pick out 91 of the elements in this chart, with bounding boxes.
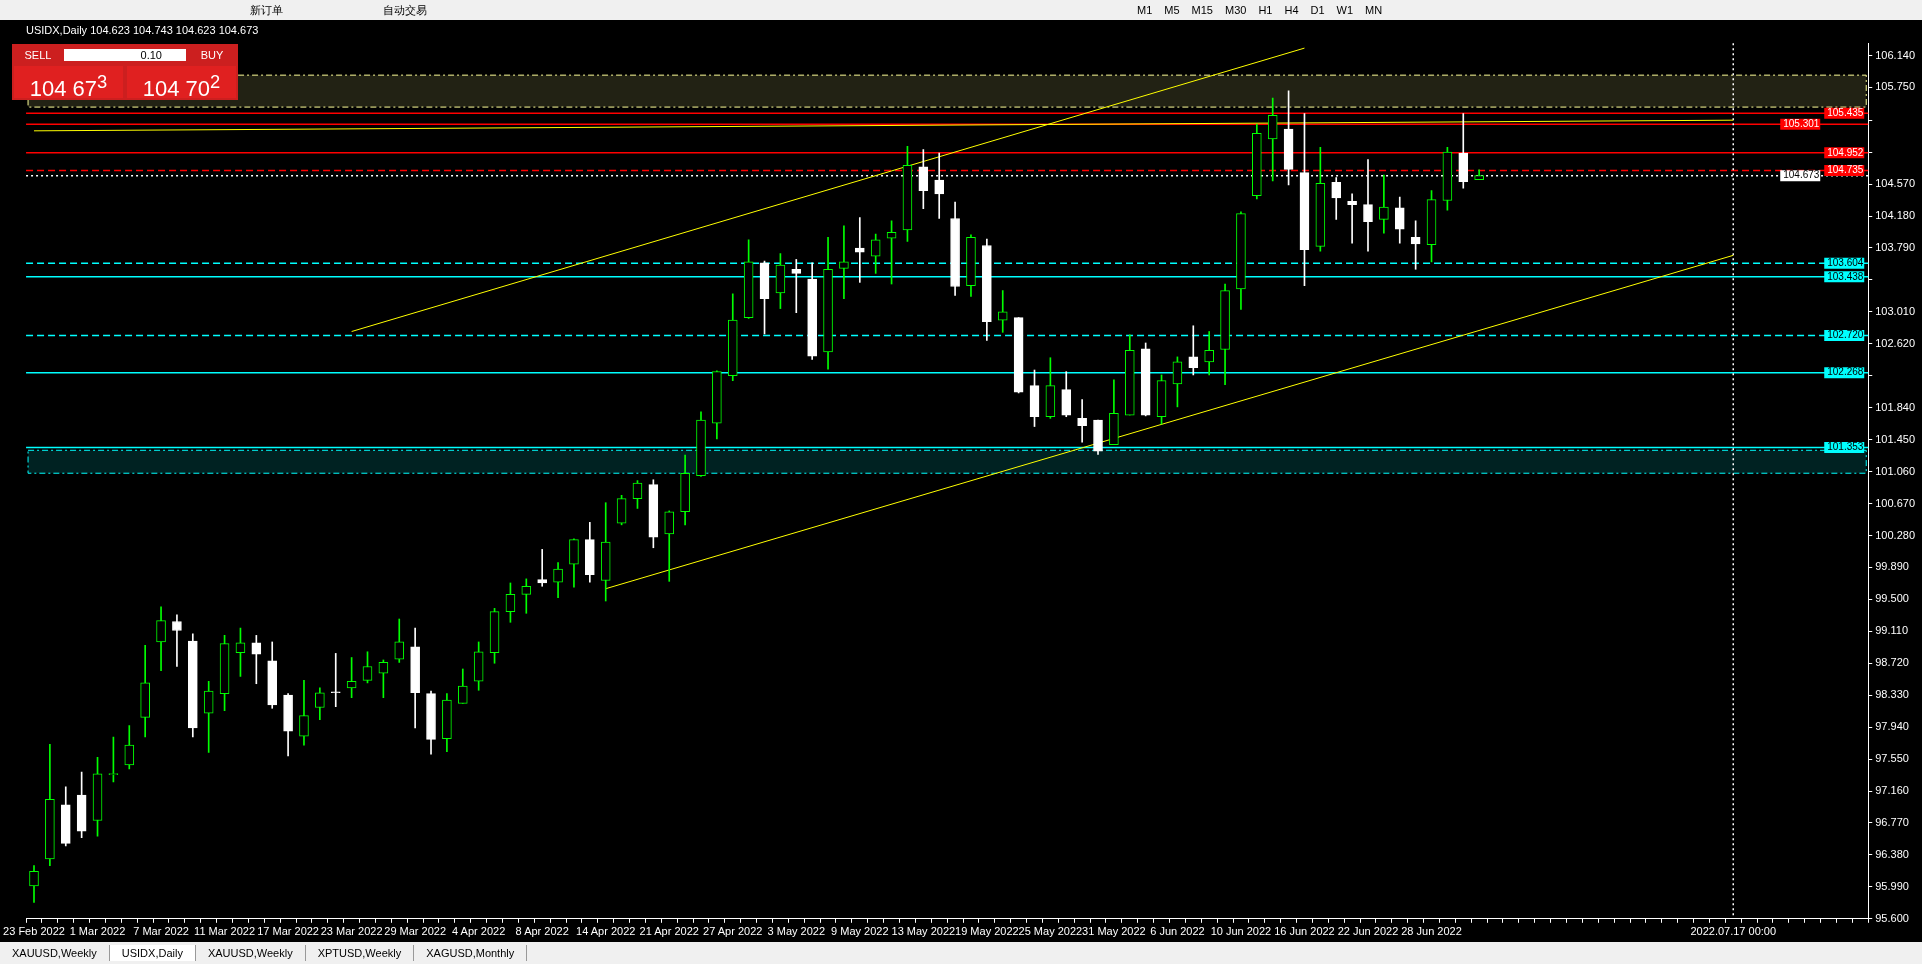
text: M5 — [1164, 4, 1180, 16]
ref-line-label: 105.435 — [1827, 106, 1864, 118]
candlestick — [1347, 193, 1357, 244]
x-tick-label: 16 Jun 2022 — [1274, 925, 1335, 938]
lot-size-field: 0.10 — [64, 49, 186, 61]
text: XAUUSD,Weekly — [195, 945, 306, 961]
text: M15 — [1191, 4, 1213, 16]
y-tick-label: 99.500 — [1875, 592, 1909, 605]
ref-line-label: 103.438 — [1827, 270, 1864, 282]
x-tick-label: 25 May 2022 — [1018, 925, 1083, 938]
y-tick-label: 100.280 — [1875, 528, 1915, 541]
candlestick — [997, 290, 1008, 333]
candlestick — [1188, 325, 1199, 376]
x-tick-label: 19 May 2022 — [955, 925, 1019, 938]
x-tick-label: 31 May 2022 — [1082, 925, 1146, 938]
x-tick-label: 3 May 2022 — [767, 925, 826, 938]
x-tick-label: 22 Jun 2022 — [1337, 925, 1399, 938]
annotation: 104 70$^{2}$ — [141, 70, 222, 102]
candlestick — [791, 259, 802, 314]
text: W1 — [1336, 4, 1354, 16]
candlestick — [1077, 399, 1087, 443]
x-tick-label: 8 Apr 2022 — [515, 925, 569, 938]
x-tick-label: 14 Apr 2022 — [576, 925, 636, 938]
candlestick — [1379, 174, 1389, 234]
x-tick-label: 28 Jun 2022 — [1401, 925, 1462, 938]
x-tick-label: 29 Mar 2022 — [384, 925, 447, 938]
candlestick — [330, 653, 341, 707]
ref-line-label: 104.673 — [1783, 169, 1820, 181]
x-tick-label: 2022.07.17 00:00 — [1690, 925, 1777, 938]
ref-line-label: 104.952 — [1827, 146, 1864, 158]
y-tick-label: 101.450 — [1875, 432, 1915, 445]
y-tick-label: 103.010 — [1875, 304, 1915, 317]
y-tick-label: 101.060 — [1875, 464, 1915, 477]
text: M30 — [1224, 4, 1247, 16]
text: XAUUSD,Weekly — [0, 945, 110, 961]
x-tick-label: 1 Mar 2022 — [69, 925, 126, 938]
y-tick-label: 95.990 — [1875, 879, 1909, 892]
x-tick-label: 21 Apr 2022 — [639, 925, 699, 938]
x-tick-label: 23 Mar 2022 — [320, 925, 383, 938]
text: H4 — [1284, 4, 1299, 16]
ref-line-label: 105.301 — [1783, 117, 1820, 129]
candlestick — [172, 614, 182, 667]
y-tick-label: 96.380 — [1875, 847, 1909, 860]
y-tick-label: 105.750 — [1875, 80, 1915, 93]
annotation: SELL — [23, 49, 53, 61]
y-tick-label: 106.140 — [1875, 48, 1915, 61]
y-tick-label: 99.890 — [1875, 560, 1909, 573]
x-tick-label: 17 Mar 2022 — [257, 925, 319, 938]
text: H1 — [1258, 4, 1273, 16]
text: D1 — [1310, 4, 1325, 16]
ref-line-label: 104.735 — [1827, 164, 1864, 176]
y-tick-label: 97.160 — [1875, 784, 1909, 797]
y-tick-label: 101.840 — [1875, 400, 1915, 413]
y-tick-label: 103.790 — [1875, 241, 1915, 253]
y-tick-label: 104.180 — [1875, 209, 1915, 222]
text: M1 — [1137, 4, 1153, 16]
text: USIDX,Daily — [109, 945, 196, 961]
x-tick-label: 4 Apr 2022 — [452, 925, 506, 938]
text: 新订单 — [250, 2, 283, 18]
y-tick-label: 99.110 — [1875, 624, 1909, 637]
y-tick-label: 98.330 — [1875, 688, 1909, 701]
ref-line-label: 103.604 — [1827, 256, 1864, 268]
x-tick-label: 13 May 2022 — [891, 925, 956, 938]
ref-line-label: 101.353 — [1827, 441, 1864, 453]
y-tick-label: 102.620 — [1875, 336, 1915, 349]
y-tick-label: 104.570 — [1875, 177, 1915, 190]
text: XPTUSD,Weekly — [305, 945, 415, 961]
text: MN — [1365, 4, 1383, 16]
x-tick-label: 23 Feb 2022 — [3, 925, 65, 938]
text: XAGUSD,Monthly — [414, 945, 528, 961]
x-tick-label: 9 May 2022 — [831, 925, 889, 938]
y-tick-label: 95.600 — [1875, 911, 1909, 924]
y-tick-label: 96.770 — [1875, 816, 1909, 828]
text: 自动交易 — [383, 2, 427, 18]
x-tick-label: 6 Jun 2022 — [1150, 925, 1205, 938]
ref-line-label: 102.720 — [1827, 329, 1864, 341]
candlestick — [521, 578, 532, 614]
candlestick — [839, 225, 849, 300]
x-tick-label: 10 Jun 2022 — [1210, 925, 1272, 938]
x-tick-label: 7 Mar 2022 — [133, 925, 189, 938]
y-tick-label: 97.550 — [1875, 752, 1909, 765]
y-tick-label: 98.720 — [1875, 656, 1909, 669]
annotation: 104 67$^{3}$ — [28, 70, 109, 102]
candlestick — [537, 549, 548, 587]
y-tick-label: 100.670 — [1875, 496, 1915, 509]
x-tick-label: 11 Mar 2022 — [194, 925, 256, 938]
x-tick-label: 27 Apr 2022 — [703, 925, 763, 938]
y-tick-label: 97.940 — [1875, 720, 1909, 733]
ref-line-label: 102.268 — [1827, 366, 1864, 378]
chart-title: USIDX,Daily 104.623 104.743 104.623 104.673 — [26, 23, 259, 36]
annotation: BUY — [199, 49, 225, 61]
